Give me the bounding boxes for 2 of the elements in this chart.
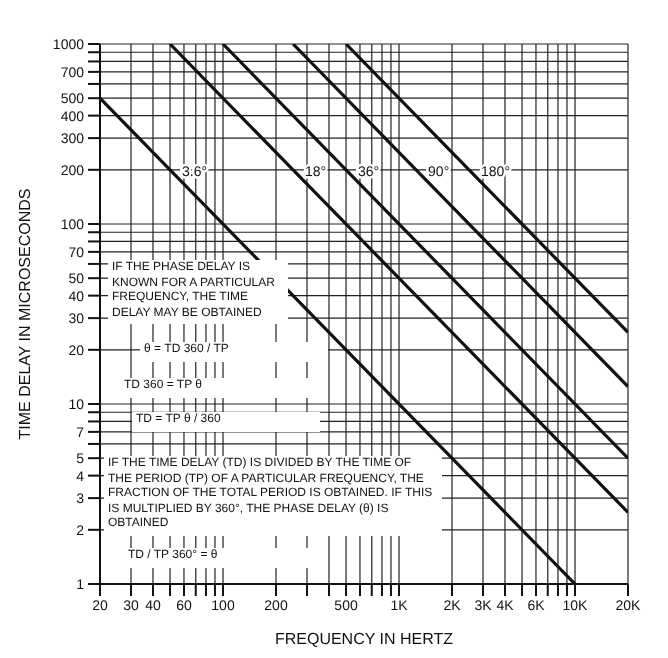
y-axis-title: TIME DELAY IN MICROSECONDS (15, 188, 34, 440)
x-axis-title: FREQUENCY IN HERTZ (274, 630, 454, 648)
